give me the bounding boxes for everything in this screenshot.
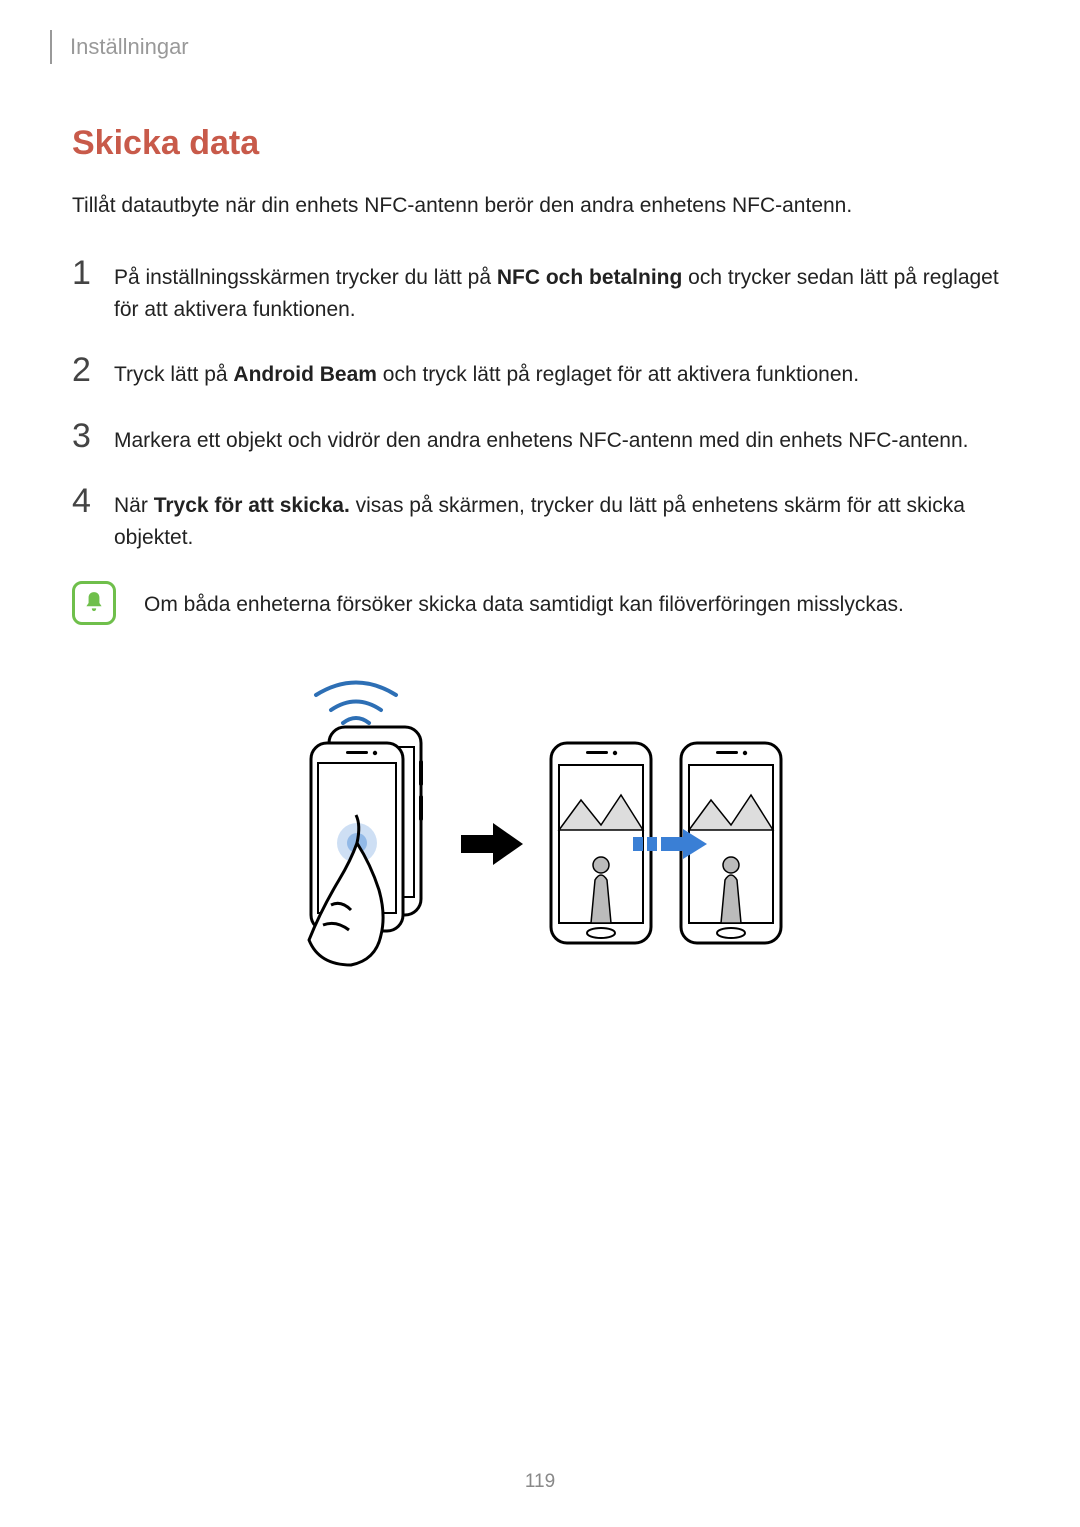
step-1: 1 På inställningsskärmen trycker du lätt… xyxy=(72,256,1010,325)
step-number: 4 xyxy=(72,484,114,518)
bell-icon xyxy=(72,581,116,625)
step-text: Markera ett objekt och vidrör den andra … xyxy=(114,419,968,457)
content-area: Skicka data Tillåt datautbyte när din en… xyxy=(50,124,1010,975)
step-number: 2 xyxy=(72,353,114,387)
nfc-illustration xyxy=(72,665,1010,975)
intro-text: Tillåt datautbyte när din enhets NFC-ant… xyxy=(72,191,1010,220)
note-box: Om båda enheterna försöker skicka data s… xyxy=(72,581,1010,625)
step-number: 1 xyxy=(72,256,114,290)
step-4: 4 När Tryck för att skicka. visas på skä… xyxy=(72,484,1010,553)
page-number: 119 xyxy=(0,1471,1080,1493)
step-text: Tryck lätt på Android Beam och tryck lät… xyxy=(114,353,859,391)
section-title: Skicka data xyxy=(72,124,1010,163)
breadcrumb: Inställningar xyxy=(70,34,189,60)
step-2: 2 Tryck lätt på Android Beam och tryck l… xyxy=(72,353,1010,391)
step-number: 3 xyxy=(72,419,114,453)
note-text: Om båda enheterna försöker skicka data s… xyxy=(144,581,904,621)
step-3: 3 Markera ett objekt och vidrör den andr… xyxy=(72,419,1010,457)
page-header: Inställningar xyxy=(50,30,1010,64)
step-text: När Tryck för att skicka. visas på skärm… xyxy=(114,484,1010,553)
header-divider xyxy=(50,30,52,64)
step-text: På inställningsskärmen trycker du lätt p… xyxy=(114,256,1010,325)
